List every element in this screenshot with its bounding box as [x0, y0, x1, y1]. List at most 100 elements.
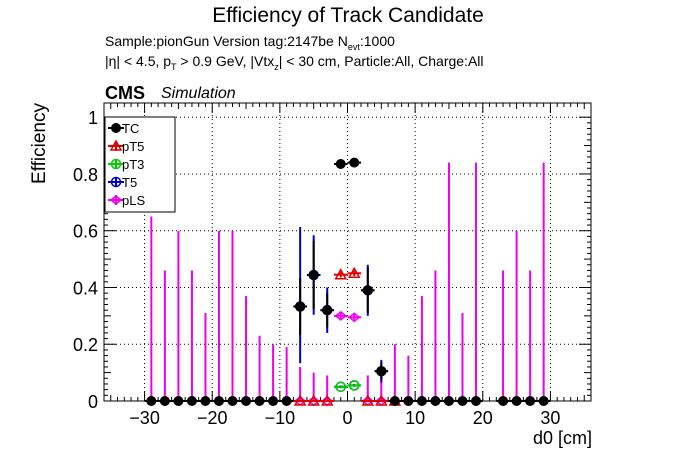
data-point-pls — [496, 270, 510, 406]
data-point-pls — [239, 295, 253, 406]
cuts-pt-vtx: > 0.9 GeV, |Vtx — [176, 53, 275, 69]
marker-pt5 — [361, 394, 375, 406]
chart-subtitle-cuts: |η| < 4.5, pT > 0.9 GeV, |Vtxz| < 30 cm,… — [105, 53, 484, 72]
data-point-pt5 — [347, 266, 362, 279]
data-point-tc — [158, 396, 172, 406]
data-point-pls — [158, 270, 172, 406]
marker-tc — [471, 396, 482, 406]
data-point-pls — [469, 162, 483, 406]
marker-tc — [200, 396, 211, 406]
marker-tc — [241, 396, 252, 406]
data-point-pls — [185, 270, 199, 406]
data-point-pt5 — [293, 394, 307, 406]
legend-label: pT3 — [122, 157, 144, 172]
chart-title: Efficiency of Track Candidate — [212, 4, 484, 27]
marker-pt3 — [335, 381, 346, 393]
x-tick-label: 20 — [473, 408, 493, 428]
cuts-vtx-subscript: z — [274, 61, 279, 72]
marker-pt5 — [334, 268, 348, 280]
marker-pls — [348, 312, 361, 323]
marker-tc — [389, 396, 400, 406]
data-point-tc — [279, 396, 294, 406]
data-point-tc — [198, 396, 213, 406]
legend-label: pT5 — [122, 139, 144, 154]
data-point-tc — [320, 293, 334, 328]
data-point-pls — [171, 230, 186, 406]
series-t5 — [293, 227, 389, 393]
marker-tc — [403, 396, 414, 406]
data-point-pls — [293, 366, 307, 406]
marker-tc — [511, 396, 522, 406]
cms-label: CMS — [105, 83, 145, 103]
data-point-tc — [374, 362, 389, 380]
data-point-tc — [347, 157, 362, 168]
data-point-pls — [252, 335, 267, 406]
y-tick-label: 0.6 — [73, 222, 98, 242]
data-point-tc — [509, 396, 524, 406]
data-point-pt5 — [333, 268, 348, 280]
marker-pt5 — [307, 394, 320, 406]
marker-tc — [227, 396, 238, 406]
data-point-tc — [266, 396, 280, 406]
data-point-pls — [509, 230, 524, 406]
marker-tc — [322, 305, 333, 316]
y-tick-label: 0.8 — [73, 165, 98, 185]
data-point-tc — [185, 396, 199, 406]
data-point-tc — [333, 159, 348, 170]
subtitle-sample-text: Sample:pionGun Version tag:2147be N — [105, 33, 348, 49]
marker-tc — [308, 269, 319, 280]
data-point-pls — [455, 313, 470, 406]
y-tick-label: 1 — [88, 108, 98, 128]
marker-tc — [268, 396, 279, 406]
cuts-pt-subscript: T — [171, 61, 177, 72]
data-point-tc — [171, 396, 186, 406]
marker-tc — [213, 396, 224, 406]
marker-tc — [295, 301, 306, 312]
data-point-pls — [536, 162, 551, 406]
marker-tc — [173, 396, 184, 406]
marker-tc — [254, 396, 265, 406]
y-tick-label: 0.4 — [73, 278, 98, 298]
data-point-tc — [415, 396, 429, 406]
marker-pt5 — [347, 266, 361, 279]
data-point-tc — [388, 396, 402, 406]
legend-item-pt3: pT3 — [108, 157, 144, 172]
data-point-pls — [198, 313, 213, 406]
data-point-tc — [306, 240, 321, 310]
marker-pt5 — [320, 394, 334, 406]
data-point-pls — [415, 295, 429, 406]
legend: TC pT5 pT3 T5 pLS — [104, 116, 176, 213]
marker-tc — [376, 366, 387, 377]
marker-tc — [281, 396, 292, 406]
data-point-tc — [496, 396, 510, 406]
marker-pt5 — [293, 394, 307, 406]
marker-pt5 — [375, 394, 388, 406]
data-point-pls — [442, 162, 456, 406]
data-point-tc — [361, 267, 375, 314]
data-point-pt5 — [361, 394, 375, 406]
series-pt5 — [293, 266, 402, 406]
cuts-rest: | < 30 cm, Particle:All, Charge:All — [278, 53, 484, 69]
data-point-pls — [212, 230, 226, 406]
x-tick-label: −10 — [265, 408, 296, 428]
legend-item-pls: pLS — [108, 193, 145, 208]
data-point-pt3 — [347, 380, 362, 391]
data-point-tc — [523, 396, 537, 406]
legend-label: TC — [122, 121, 139, 136]
data-point-tc — [239, 396, 253, 406]
data-point-tc — [212, 396, 226, 406]
legend-marker — [109, 139, 123, 151]
subtitle-nevt-subscript: evt — [347, 41, 360, 52]
legend-marker — [110, 176, 122, 188]
marker-tc — [430, 396, 441, 406]
data-point-tc — [144, 396, 159, 406]
y-axis-label: Efficiency — [29, 103, 50, 184]
marker-tc — [159, 396, 170, 406]
chart-subtitle-sample: Sample:pionGun Version tag:2147be Nevt:1… — [105, 33, 395, 52]
data-point-tc — [293, 278, 307, 335]
data-point-pt3 — [333, 381, 348, 393]
legend-label: T5 — [122, 175, 137, 190]
marker-tc — [443, 396, 454, 406]
marker-tc — [186, 396, 197, 406]
